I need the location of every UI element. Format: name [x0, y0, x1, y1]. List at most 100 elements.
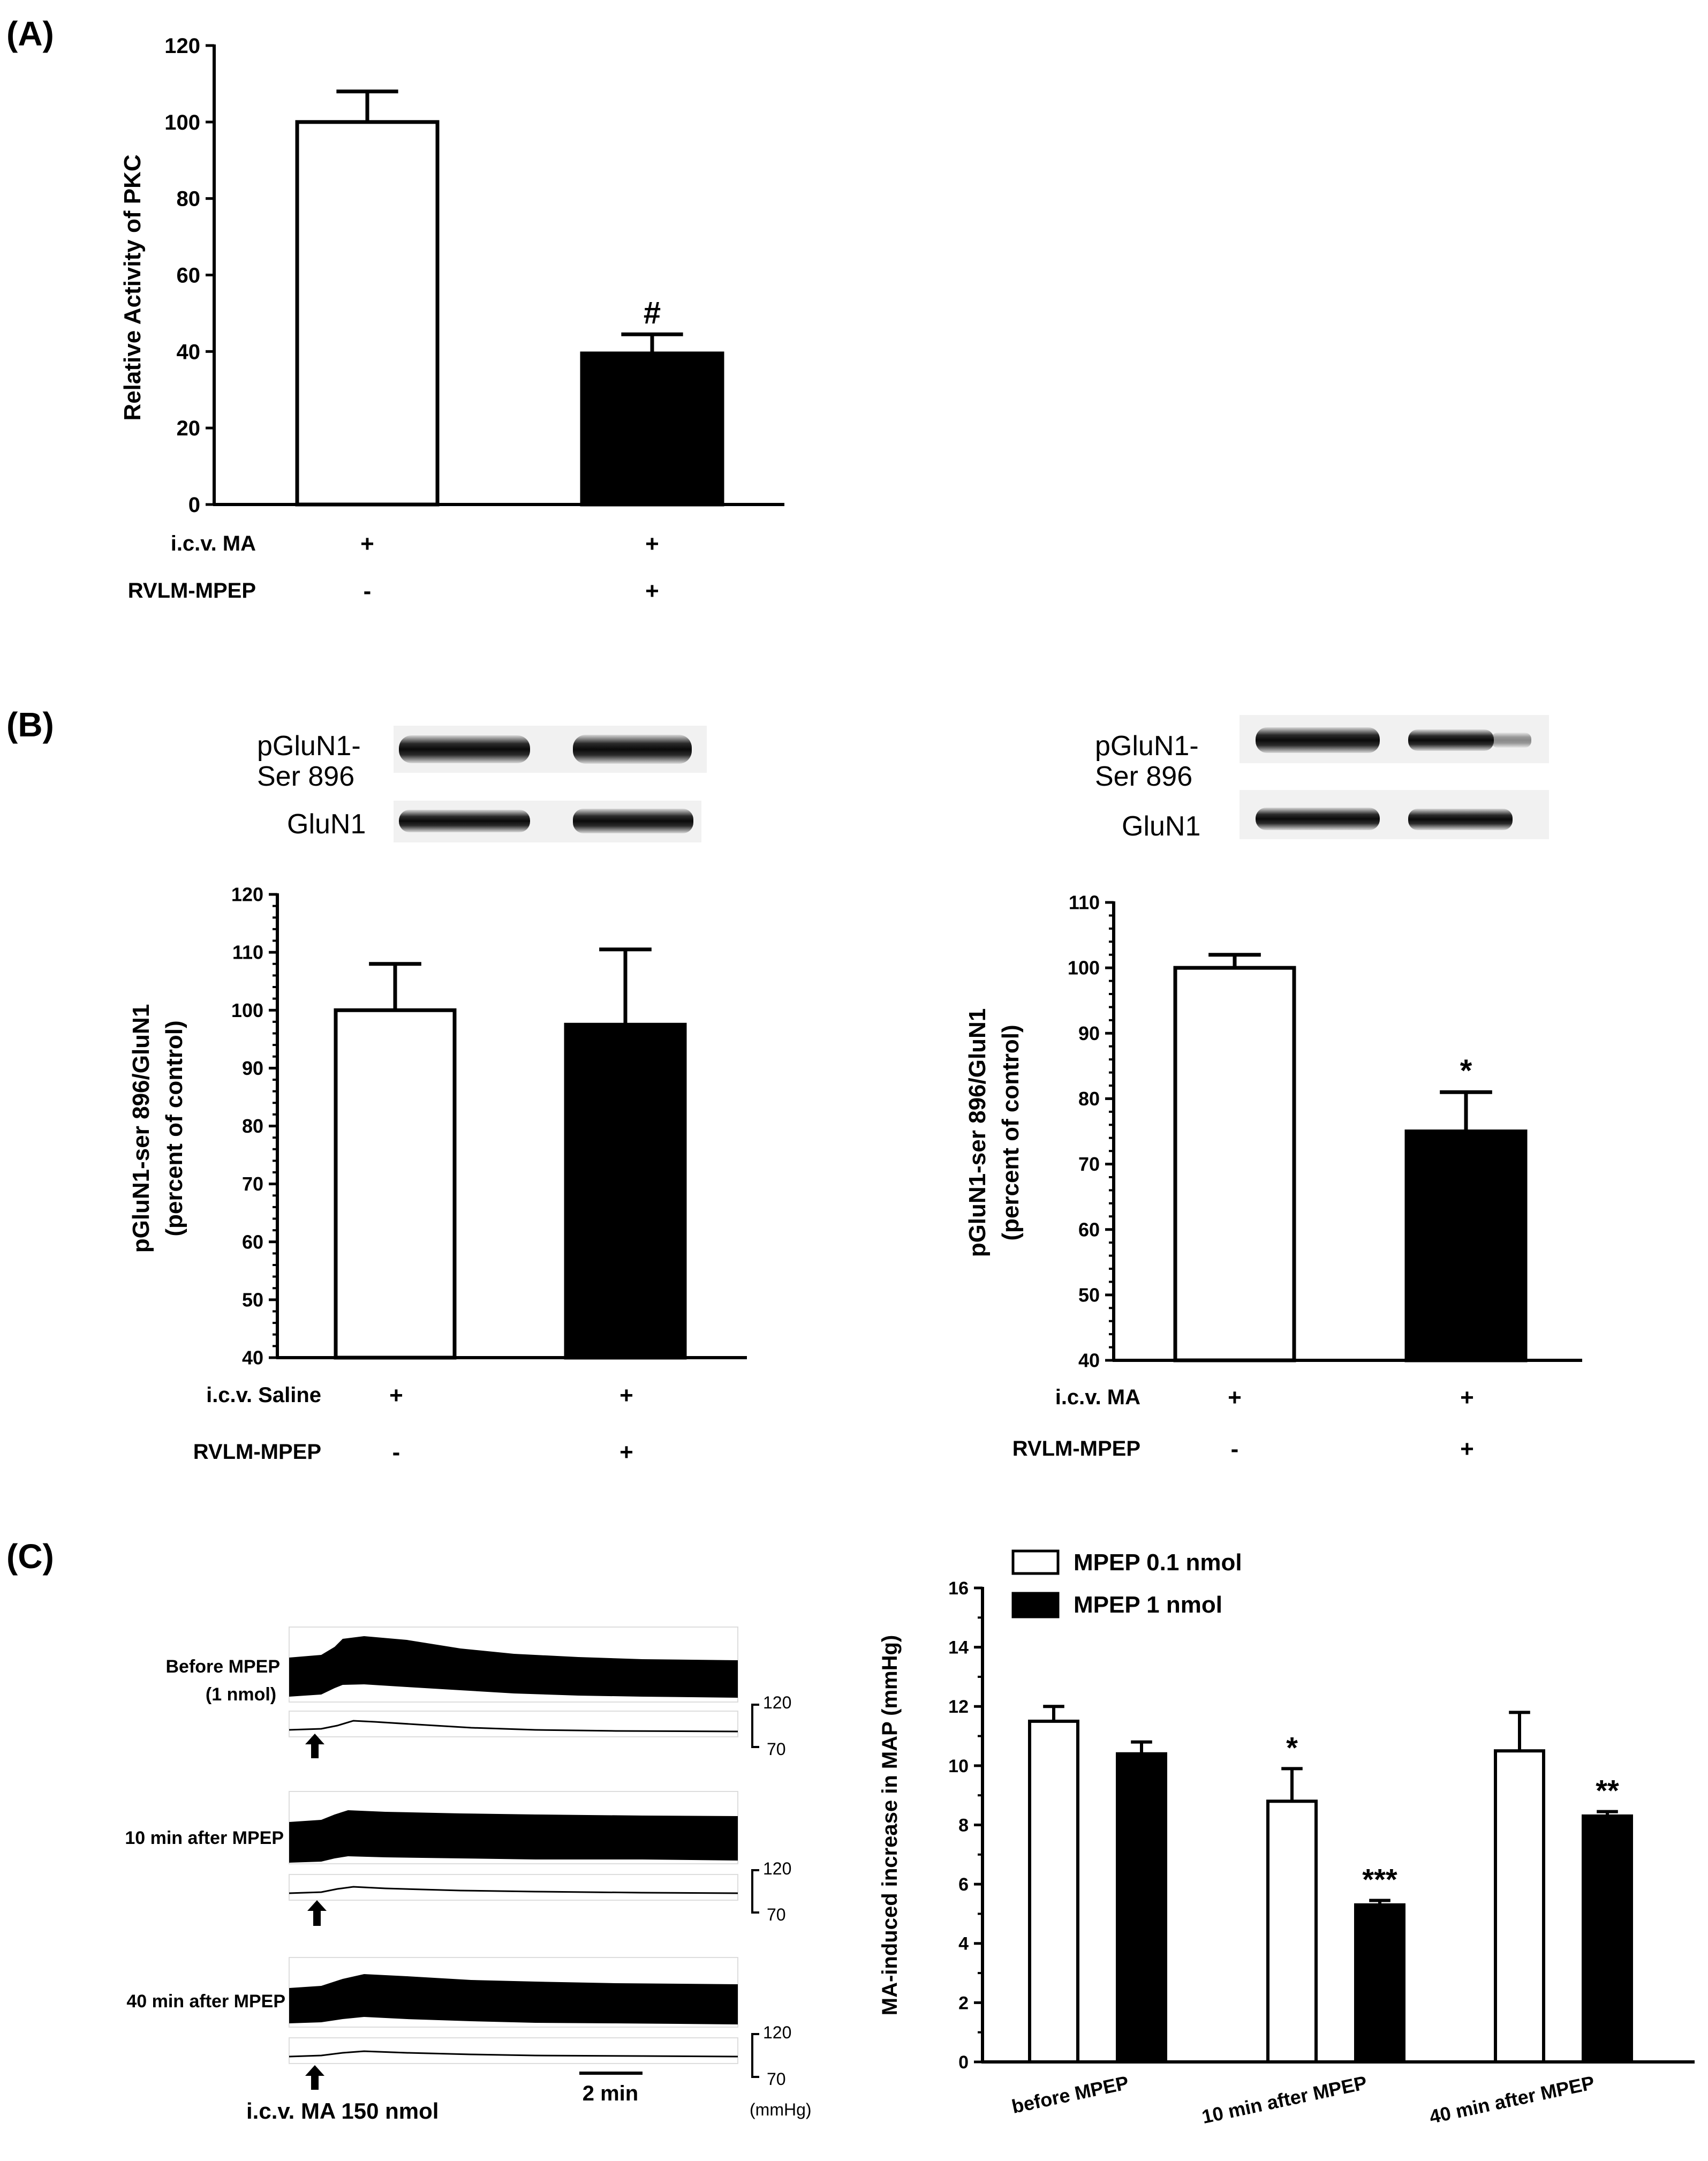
chart-c-bar-3-2: [1582, 1814, 1633, 2064]
chart-b-left-condition-2-label: RVLM-MPEP: [193, 1440, 321, 1464]
blot-right-band-2b: [1491, 733, 1531, 748]
chart-c-bar-1-1: [1028, 1719, 1079, 2064]
chart-a: Relative Activity of PKC 0 20 40 60 80 100 120…: [119, 34, 784, 604]
chart-c-category-label: before MPEP: [1010, 2072, 1131, 2118]
chart-c-ytick-label: 4: [958, 1934, 969, 1954]
chart-a-ylabel: Relative Activity of PKC: [119, 154, 146, 420]
chart-a-condition-2-label: RVLM-MPEP: [128, 579, 256, 603]
chart-c-ytick-label: 12: [948, 1697, 969, 1717]
chart-b-right-ytick-label: 50: [1078, 1284, 1100, 1306]
trace-row-1-label: Before MPEP: [166, 1656, 281, 1677]
chart-c-ytick-label: 16: [948, 1578, 969, 1599]
chart-b-left-bar-1: [334, 1008, 457, 1360]
chart-a-bar-1: [295, 120, 440, 507]
blot-left-band-4: [573, 809, 693, 833]
trace-unit-label: (mmHg): [750, 2100, 812, 2119]
trace-row-2-pulsatile: [289, 1810, 738, 1863]
chart-b-left-ytick-label: 80: [242, 1115, 263, 1137]
blot-left-label-total: GluN1: [287, 809, 366, 840]
chart-b-left-condition-1-sign-2: +: [619, 1382, 633, 1409]
chart-b-right-condition-1-sign-2: +: [1460, 1384, 1474, 1411]
chart-a-condition-1-sign-1: +: [360, 531, 374, 557]
trace-row-3-pulsatile: [289, 1974, 738, 2024]
blot-right-label-phospho-2: Ser 896: [1095, 761, 1192, 792]
chart-b-right-ytick-label: 100: [1068, 957, 1100, 979]
chart-b-left-ytick-label: 60: [242, 1231, 263, 1253]
blot-left-label-phospho-2: Ser 896: [257, 761, 354, 792]
blot-left-band-1: [399, 735, 530, 763]
legend-swatch-series-2: [1011, 1592, 1060, 1618]
trace-row-2-scale-bracket: [751, 1869, 759, 1914]
trace-row-1-arrow-icon: [305, 1734, 324, 1758]
trace-row-2-map-frame: [289, 1874, 738, 1901]
trace-row-1-label2: (1 nmol): [206, 1684, 276, 1705]
trace-row-3-scale-low: 70: [767, 2069, 786, 2089]
time-scale-label: 2 min: [583, 2082, 638, 2105]
chart-b-left-ylabel-1: pGluN1-ser 896/GluN1: [128, 1004, 154, 1253]
trace-row-3-label: 40 min after MPEP: [126, 1991, 285, 2012]
blot-left-label-phospho-1: pGluN1-: [257, 731, 361, 762]
trace-row-3-map-line: [289, 2050, 738, 2058]
legend-label-series-1: MPEP 0.1 nmol: [1074, 1549, 1242, 1576]
trace-row-3-scale-bracket: [751, 2033, 759, 2078]
chart-b-right-bar-2-annotation: *: [1460, 1053, 1472, 1088]
chart-c-category-label: 10 min after MPEP: [1200, 2072, 1369, 2128]
chart-b-right-condition-1-sign-1: +: [1228, 1384, 1242, 1411]
chart-c-ytick-label: 8: [958, 1815, 969, 1835]
chart-a-ytick-label: 80: [177, 187, 201, 211]
chart-b-right-ytick-label: 70: [1078, 1153, 1100, 1175]
chart-b-left-ytick-label: 70: [242, 1173, 263, 1195]
chart-c: MA-induced increase in MAP (mmHg) 0 2 4 6 8 1…: [878, 1549, 1695, 2128]
chart-a-ytick-label: 0: [188, 493, 200, 517]
chart-b-right-ylabel-2: (percent of control): [997, 1025, 1024, 1240]
chart-c-ylabel: MA-induced increase in MAP (mmHg): [878, 1635, 902, 2015]
blot-left-band-3: [399, 810, 530, 832]
chart-a-condition-1-label: i.c.v. MA: [171, 532, 256, 555]
chart-c-category-label: 40 min after MPEP: [1427, 2072, 1597, 2128]
chart-b-right-condition-2-sign-1: -: [1231, 1436, 1239, 1462]
trace-row-1-scale-bracket: [751, 1704, 759, 1748]
chart-b-left-ylabel-2: (percent of control): [161, 1020, 187, 1236]
chart-b-left-ytick-label: 90: [242, 1057, 263, 1079]
chart-c-legend: MPEP 0.1 nmol MPEP 1 nmol: [1011, 1549, 1242, 1618]
legend-swatch-series-1: [1011, 1549, 1060, 1575]
injection-label: i.c.v. MA 150 nmol: [246, 2098, 439, 2124]
chart-b-right-ylabel-1: pGluN1-ser 896/GluN1: [964, 1008, 991, 1258]
legend-label-series-2: MPEP 1 nmol: [1074, 1592, 1222, 1618]
chart-c-ytick-label: 0: [958, 2052, 969, 2073]
western-blot-right: pGluN1- Ser 896 GluN1: [1095, 715, 1549, 842]
chart-a-condition-2-sign-2: +: [645, 578, 659, 604]
blot-right-band-1: [1256, 727, 1380, 753]
trace-row-2-map-line: [289, 1886, 738, 1894]
chart-a-bar-2-annotation: #: [644, 296, 661, 330]
chart-a-ytick-label: 20: [177, 417, 201, 440]
chart-c-ytick-label: 10: [948, 1756, 969, 1776]
blot-left-band-2: [573, 735, 692, 764]
trace-row-1-scale-high: 120: [763, 1693, 791, 1712]
trace-row-1-pulsatile: [289, 1636, 738, 1698]
chart-c-ytick-label: 6: [958, 1874, 969, 1895]
panel-label-a: (A): [6, 14, 54, 53]
trace-row-1-map-frame: [289, 1711, 738, 1737]
chart-a-ytick-label: 40: [177, 340, 201, 364]
chart-b-left-condition-2-sign-1: -: [392, 1439, 400, 1465]
trace-row-3-scale-high: 120: [763, 2023, 791, 2042]
chart-c-bar-2-2: [1354, 1903, 1405, 2064]
chart-b-left-ytick-label: 40: [242, 1347, 263, 1369]
panel-label-b: (B): [6, 705, 54, 744]
chart-b-left: pGluN1-ser 896/GluN1 (percent of control…: [128, 884, 747, 1465]
chart-b-left-ytick-label: 100: [231, 999, 263, 1021]
trace-row-3-map-frame: [289, 2037, 738, 2064]
chart-b-right: pGluN1-ser 896/GluN1 (percent of control…: [964, 892, 1582, 1462]
chart-b-right-ytick-label: 90: [1078, 1022, 1100, 1044]
chart-b-right-ytick-label: 80: [1078, 1088, 1100, 1110]
trace-row-2-arrow-icon: [307, 1900, 327, 1926]
chart-a-ytick-label: 100: [164, 111, 200, 134]
chart-b-left-condition-1-sign-1: +: [389, 1382, 403, 1409]
chart-c-bar-2-2-annotation: ***: [1362, 1863, 1397, 1896]
chart-b-right-condition-1-label: i.c.v. MA: [1055, 1386, 1140, 1409]
bp-traces: Before MPEP (1 nmol) 120 70 10 min after…: [125, 1627, 812, 2124]
panel-label-c: (C): [6, 1537, 54, 1576]
chart-b-left-ytick-label: 120: [231, 884, 263, 906]
